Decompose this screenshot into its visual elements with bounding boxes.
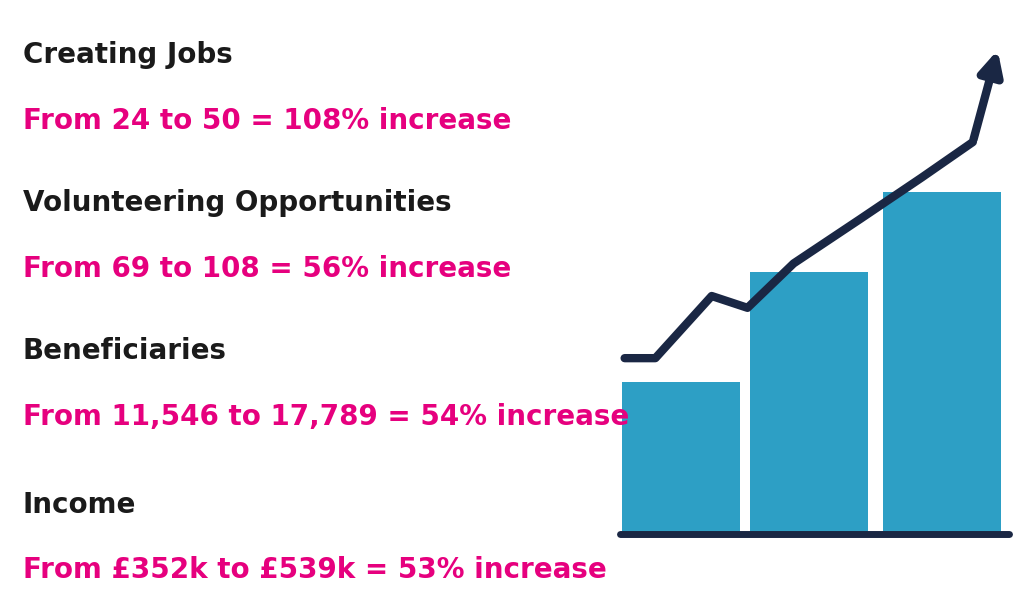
Text: Income: Income [23, 491, 136, 519]
Bar [883, 192, 1001, 533]
Text: Volunteering Opportunities: Volunteering Opportunities [23, 189, 452, 217]
Text: From 11,546 to 17,789 = 54% increase: From 11,546 to 17,789 = 54% increase [23, 403, 629, 430]
Text: Creating Jobs: Creating Jobs [23, 41, 232, 69]
Text: From £352k to £539k = 53% increase: From £352k to £539k = 53% increase [23, 556, 606, 584]
Text: From 24 to 50 = 108% increase: From 24 to 50 = 108% increase [23, 107, 511, 134]
Bar [623, 382, 739, 533]
Text: Beneficiaries: Beneficiaries [23, 337, 226, 365]
Text: From 69 to 108 = 56% increase: From 69 to 108 = 56% increase [23, 255, 511, 282]
Bar [750, 272, 868, 533]
